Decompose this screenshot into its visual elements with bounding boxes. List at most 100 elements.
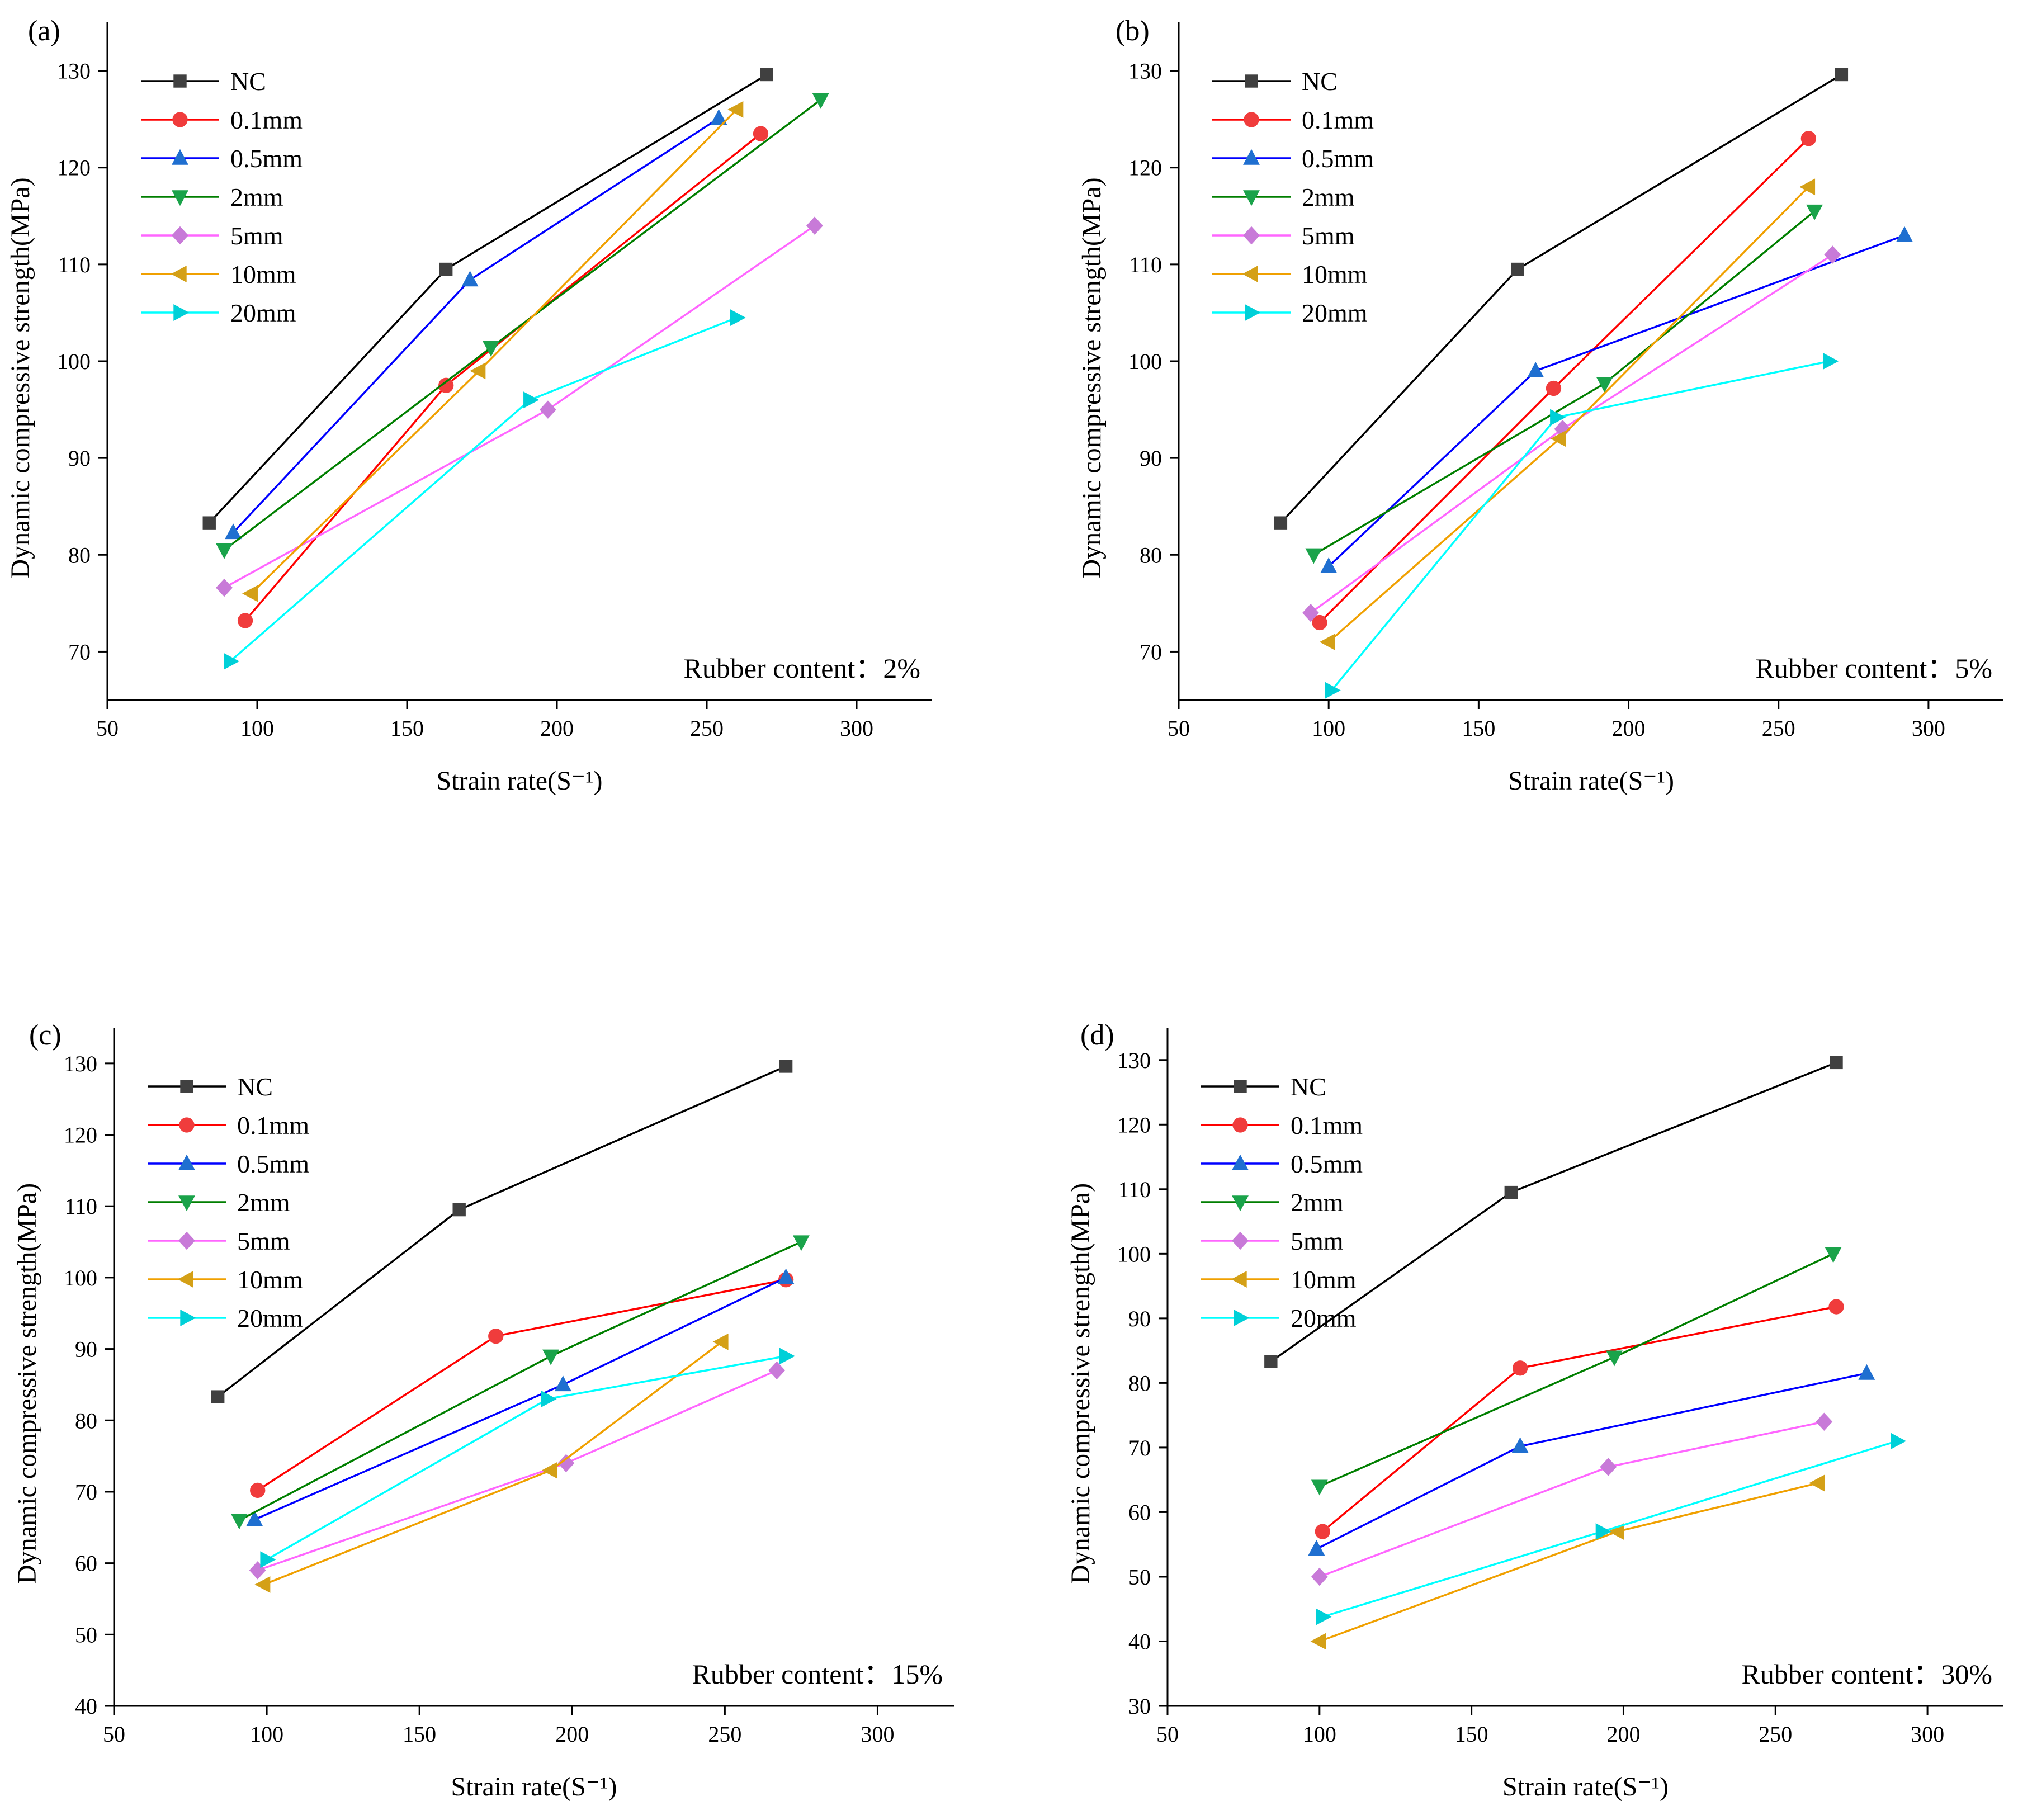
x-tick-label: 100 <box>240 716 274 741</box>
data-point-10mm <box>1809 1474 1825 1492</box>
data-point-0.1mm <box>1512 1360 1528 1376</box>
data-point-0.5mm <box>461 271 479 287</box>
legend-marker-2mm <box>1243 190 1260 206</box>
y-tick-label: 70 <box>68 639 91 664</box>
y-tick-label: 120 <box>1128 155 1162 181</box>
legend-marker-10mm <box>177 1271 193 1288</box>
series-line-0.1mm <box>257 1279 786 1491</box>
legend-marker-NC <box>180 1080 193 1093</box>
data-point-5mm <box>806 216 823 235</box>
data-point-5mm <box>1554 419 1571 438</box>
y-tick-label: 80 <box>1140 542 1162 568</box>
data-point-20mm <box>779 1348 795 1365</box>
series-line-0.5mm <box>1316 1372 1867 1550</box>
data-point-0.1mm <box>250 1482 266 1498</box>
legend-label-0.5mm: 0.5mm <box>1291 1150 1363 1178</box>
data-point-5mm <box>1816 1412 1833 1431</box>
legend-label-10mm: 10mm <box>230 260 296 289</box>
x-tick-label: 200 <box>1612 716 1646 741</box>
y-tick-label: 110 <box>64 1194 97 1219</box>
series-line-20mm <box>1331 360 1830 691</box>
x-tick-label: 50 <box>103 1722 125 1747</box>
x-tick-label: 150 <box>403 1722 436 1747</box>
data-point-20mm <box>1823 353 1839 370</box>
legend-label-NC: NC <box>230 67 266 96</box>
data-point-5mm <box>1600 1458 1617 1476</box>
legend-marker-0.5mm <box>1243 149 1260 165</box>
legend-label-0.5mm: 0.5mm <box>1302 144 1374 173</box>
data-point-10mm <box>1310 1633 1326 1650</box>
y-tick-label: 90 <box>75 1337 97 1362</box>
x-tick-label: 250 <box>690 716 724 741</box>
data-point-10mm <box>1608 1523 1624 1540</box>
data-point-10mm <box>1550 430 1566 447</box>
x-tick-label: 300 <box>840 716 873 741</box>
legend-marker-NC <box>1234 1080 1247 1093</box>
legend-marker-2mm <box>172 190 188 206</box>
x-tick-label: 300 <box>1911 1722 1944 1747</box>
y-tick-label: 130 <box>64 1051 97 1076</box>
legend-marker-5mm <box>172 226 188 245</box>
y-tick-label: 80 <box>68 542 91 568</box>
legend-marker-20mm <box>180 1310 196 1326</box>
data-point-NC <box>1830 1056 1843 1070</box>
x-tick-label: 250 <box>1762 716 1795 741</box>
data-point-20mm <box>1316 1608 1332 1625</box>
data-point-5mm <box>216 578 233 597</box>
legend-marker-0.5mm <box>1232 1154 1249 1170</box>
legend-label-2mm: 2mm <box>1291 1188 1344 1217</box>
legend-label-5mm: 5mm <box>230 221 283 250</box>
data-point-2mm <box>1806 204 1823 220</box>
legend-label-0.1mm: 0.1mm <box>1302 106 1374 134</box>
data-point-5mm <box>1824 245 1841 264</box>
data-point-10mm <box>727 101 744 118</box>
x-tick-label: 50 <box>1168 716 1190 741</box>
y-tick-label: 80 <box>1128 1370 1151 1396</box>
data-point-NC <box>760 68 773 82</box>
panel-d: 50 100 150 200 250 300 30 40 50 60 70 80 90 100 110 120… <box>1066 1019 2003 1802</box>
data-point-0.5mm <box>1511 1437 1529 1453</box>
legend-marker-NC <box>173 74 187 88</box>
rubber-content-annotation: Rubber content：30% <box>1741 1658 1992 1690</box>
x-tick-label: 50 <box>1156 1722 1179 1747</box>
legend-marker-0.1mm <box>1232 1117 1248 1133</box>
y-tick-label: 100 <box>57 349 91 374</box>
data-point-0.1mm <box>237 613 253 628</box>
legend-label-0.5mm: 0.5mm <box>237 1150 309 1178</box>
y-tick-label: 90 <box>68 446 91 471</box>
data-point-20mm <box>523 391 540 409</box>
x-axis-label: Strain rate(S⁻¹) <box>1502 1772 1669 1802</box>
data-point-5mm <box>539 400 556 419</box>
y-tick-label: 60 <box>75 1551 97 1576</box>
data-point-10mm <box>470 362 486 380</box>
data-point-0.1mm <box>1315 1524 1330 1539</box>
rubber-content-annotation: Rubber content：2% <box>683 653 920 684</box>
data-point-0.1mm <box>1312 614 1327 631</box>
legend-label-20mm: 20mm <box>230 299 296 327</box>
x-tick-label: 150 <box>1462 716 1495 741</box>
data-point-0.1mm <box>1828 1299 1844 1315</box>
data-point-20mm <box>1325 682 1341 699</box>
y-tick-label: 40 <box>1128 1629 1151 1654</box>
data-point-2mm <box>812 93 829 109</box>
legend-label-10mm: 10mm <box>237 1265 303 1294</box>
y-tick-label: 70 <box>75 1479 97 1505</box>
series-line-5mm <box>1310 254 1833 614</box>
y-axis-label: Dynamic compressive strength(MPa) <box>6 177 35 578</box>
panel-a: 50 100 150 200 250 300 70 80 90 100 110 120 130 Strai… <box>6 15 932 796</box>
data-point-2mm <box>792 1235 810 1251</box>
x-axis-label: Strain rate(S⁻¹) <box>1508 766 1674 796</box>
y-tick-label: 70 <box>1140 639 1162 664</box>
x-tick-label: 200 <box>1606 1722 1640 1747</box>
y-tick-label: 50 <box>1128 1564 1151 1590</box>
series-line-2mm <box>1313 210 1816 556</box>
data-point-0.5mm <box>225 523 242 540</box>
data-point-2mm <box>216 543 233 559</box>
data-point-NC <box>439 262 453 276</box>
x-tick-label: 250 <box>1759 1722 1792 1747</box>
data-point-NC <box>452 1203 466 1217</box>
y-tick-label: 120 <box>57 155 91 181</box>
data-point-NC <box>1511 262 1524 276</box>
legend-label-2mm: 2mm <box>1302 183 1355 211</box>
